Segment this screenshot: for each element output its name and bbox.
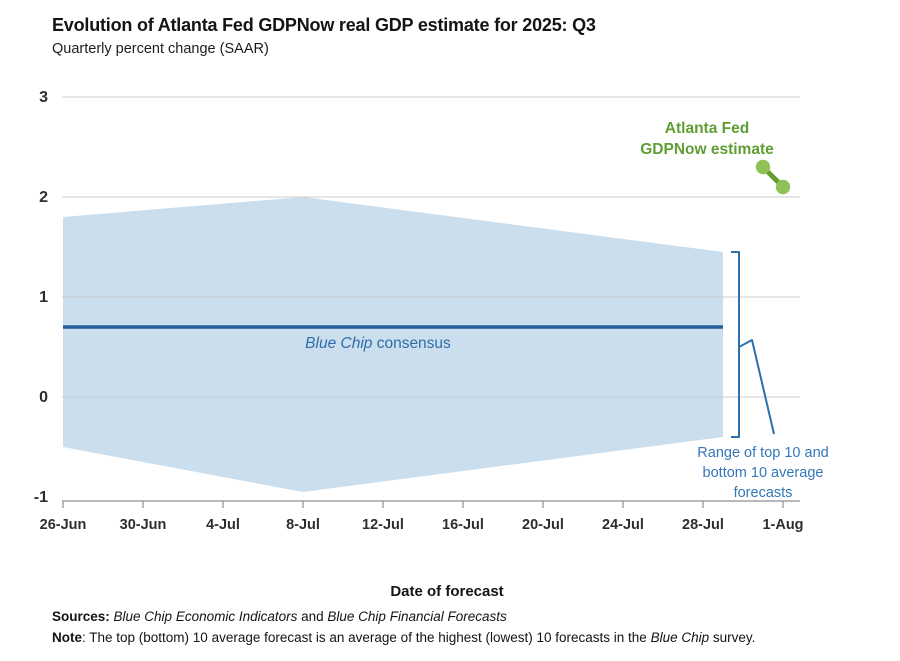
chart-title: Evolution of Atlanta Fed GDPNow real GDP… <box>52 15 596 35</box>
x-tick-label: 16-Jul <box>442 517 484 533</box>
x-tick-label: 20-Jul <box>522 517 564 533</box>
consensus-label-rest: consensus <box>372 335 451 352</box>
range-label-line1: Range of top 10 and <box>697 445 829 461</box>
x-tick-label: 24-Jul <box>602 517 644 533</box>
x-tick-label: 26-Jun <box>39 517 87 533</box>
x-tick-label: 1-Aug <box>762 517 804 533</box>
y-tick-label: -1 <box>33 489 48 506</box>
note-italic: Blue Chip <box>650 630 710 645</box>
consensus-label-italic: Blue Chip <box>305 335 373 352</box>
note-post: survey. <box>709 630 756 645</box>
x-tick-label: 4-Jul <box>206 517 240 533</box>
range-label: Range of top 10 and bottom 10 average fo… <box>672 443 854 503</box>
consensus-range-band <box>63 197 723 492</box>
note-pre: : The top (bottom) 10 average forecast i… <box>82 630 651 645</box>
range-label-line3: forecasts <box>733 485 793 501</box>
x-tick-label: 8-Jul <box>286 517 320 533</box>
range-label-line2: bottom 10 average <box>702 465 824 481</box>
gdpnow-point <box>775 179 791 195</box>
y-tick-label: 0 <box>39 389 48 406</box>
sources-label: Sources: <box>52 609 110 624</box>
range-bracket <box>731 251 740 438</box>
x-tick-label: 30-Jun <box>119 517 167 533</box>
sources-note: Sources: Blue Chip Economic Indicators a… <box>52 609 507 624</box>
footnote: Note: The top (bottom) 10 average foreca… <box>52 630 755 645</box>
y-tick-label: 2 <box>39 189 48 206</box>
chart-subtitle: Quarterly percent change (SAAR) <box>52 41 269 57</box>
x-tick-label: 28-Jul <box>682 517 724 533</box>
note-label: Note <box>52 630 82 645</box>
y-tick-label: 1 <box>39 289 48 306</box>
y-tick-label: 3 <box>39 89 48 106</box>
source-1: Blue Chip Economic Indicators <box>109 609 298 624</box>
gdpnow-label-line2: GDPNow estimate <box>640 141 774 158</box>
x-axis-title: Date of forecast <box>390 583 504 600</box>
x-tick-label: 12-Jul <box>362 517 404 533</box>
sources-and: and <box>297 609 328 624</box>
source-2: Blue Chip Financial Forecasts <box>327 609 507 624</box>
consensus-label: Blue Chip consensus <box>278 335 478 353</box>
gdpnow-label-line1: Atlanta Fed <box>664 120 750 137</box>
gdpnow-point <box>755 159 771 175</box>
gdpnow-label: Atlanta Fed GDPNow estimate <box>616 118 798 160</box>
range-pointer <box>738 339 775 435</box>
